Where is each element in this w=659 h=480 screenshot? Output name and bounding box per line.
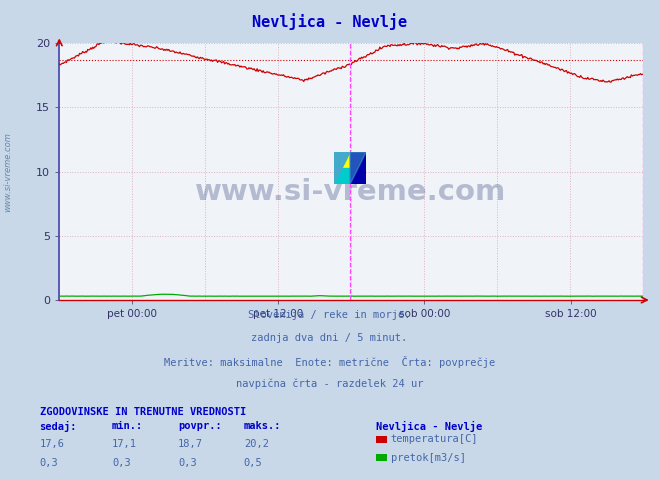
Polygon shape [334, 152, 350, 184]
Text: 0,5: 0,5 [244, 457, 262, 468]
Text: navpična črta - razdelek 24 ur: navpična črta - razdelek 24 ur [236, 379, 423, 389]
Polygon shape [350, 152, 366, 184]
Text: www.si-vreme.com: www.si-vreme.com [3, 132, 13, 212]
Text: 17,6: 17,6 [40, 439, 65, 449]
Text: min.:: min.: [112, 421, 143, 431]
Bar [334, 152, 350, 168]
Text: maks.:: maks.: [244, 421, 281, 431]
Text: Meritve: maksimalne  Enote: metrične  Črta: povprečje: Meritve: maksimalne Enote: metrične Črta… [164, 356, 495, 368]
Text: Nevljica - Nevlje: Nevljica - Nevlje [252, 13, 407, 30]
Polygon shape [334, 168, 350, 184]
Text: www.si-vreme.com: www.si-vreme.com [195, 178, 507, 206]
Polygon shape [334, 152, 350, 168]
Bar [334, 168, 350, 184]
Text: ZGODOVINSKE IN TRENUTNE VREDNOSTI: ZGODOVINSKE IN TRENUTNE VREDNOSTI [40, 407, 246, 417]
Text: 0,3: 0,3 [178, 457, 196, 468]
Text: 17,1: 17,1 [112, 439, 137, 449]
Text: Slovenija / reke in morje.: Slovenija / reke in morje. [248, 310, 411, 320]
Text: 0,3: 0,3 [40, 457, 58, 468]
Text: sedaj:: sedaj: [40, 421, 77, 432]
Bar [350, 152, 366, 184]
Text: 18,7: 18,7 [178, 439, 203, 449]
Text: 0,3: 0,3 [112, 457, 130, 468]
Text: temperatura[C]: temperatura[C] [391, 434, 478, 444]
Text: zadnja dva dni / 5 minut.: zadnja dva dni / 5 minut. [251, 333, 408, 343]
Text: povpr.:: povpr.: [178, 421, 221, 431]
Text: Nevljica - Nevlje: Nevljica - Nevlje [376, 421, 482, 432]
Text: pretok[m3/s]: pretok[m3/s] [391, 453, 466, 463]
Text: 20,2: 20,2 [244, 439, 269, 449]
Polygon shape [350, 152, 366, 184]
